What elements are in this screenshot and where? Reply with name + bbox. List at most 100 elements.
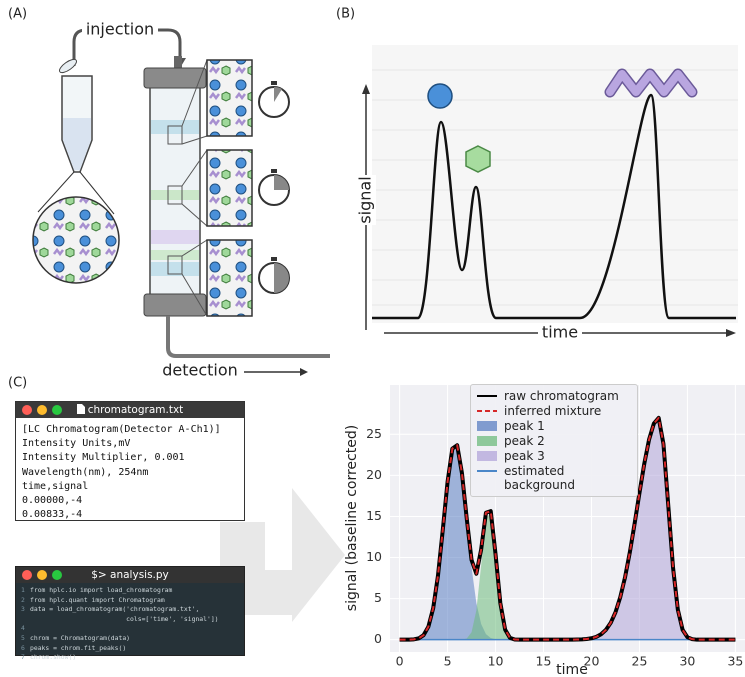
zoom-box <box>207 240 252 316</box>
legend-entry: raw chromatogram <box>476 389 632 403</box>
band-purple <box>151 230 199 244</box>
text-window: chromatogram.txt [LC Chromatogram(Detect… <box>15 401 245 521</box>
stopwatch <box>259 257 289 293</box>
x-tick-label: 15 <box>536 654 552 669</box>
file-icon <box>77 404 85 414</box>
window-button <box>37 570 47 580</box>
x-axis-label: time <box>542 323 578 342</box>
code-text: from hplc.io import load_chromatogram <box>30 586 172 594</box>
y-tick-label: 25 <box>366 426 382 441</box>
line-number: 6 <box>21 644 30 654</box>
code-line: cols=['time', 'signal']) <box>21 615 239 625</box>
window-title-bar: $> analysis.py <box>16 567 244 583</box>
y-tick-label: 20 <box>366 467 382 482</box>
x-tick-label: 5 <box>444 654 452 669</box>
x-tick-label: 35 <box>727 654 743 669</box>
band-blue <box>151 120 199 134</box>
x-tick-label: 20 <box>584 654 600 669</box>
legend-label: peak 2 <box>504 434 545 448</box>
arrow-head <box>362 84 370 94</box>
stopwatch-button <box>271 257 277 261</box>
y-tick-label: 15 <box>366 508 382 523</box>
zoom-box <box>207 150 252 226</box>
window-button <box>52 570 62 580</box>
window-button <box>37 405 47 415</box>
legend-swatch <box>476 389 498 403</box>
legend-label: inferred mixture <box>504 404 601 418</box>
y-axis-label: signal (baseline corrected) <box>344 425 360 611</box>
legend-label: estimated background <box>504 464 632 492</box>
window-button <box>22 405 32 415</box>
injection-label: injection <box>86 20 154 39</box>
window-button <box>52 405 62 415</box>
legend-swatch <box>476 404 498 418</box>
code-text: chrom.show() <box>30 653 76 661</box>
stopwatch <box>259 81 289 117</box>
stopwatch-fill <box>274 263 289 293</box>
arrow-head <box>300 368 308 376</box>
zoom-box <box>207 60 252 136</box>
figure: (A) (B) (C) injection detection <box>0 0 745 677</box>
legend-entry: inferred mixture <box>476 404 632 418</box>
legend-entry: peak 2 <box>476 434 632 448</box>
stopwatch-fill <box>274 175 289 190</box>
legend-swatch <box>476 449 498 463</box>
x-tick-label: 0 <box>396 654 404 669</box>
legend-swatch-fill <box>477 436 497 446</box>
band-green <box>151 190 199 200</box>
code-text: peaks = chrom.fit_peaks() <box>30 644 126 652</box>
y-tick-label: 0 <box>374 631 382 646</box>
file-icon-shape <box>77 404 85 414</box>
file-line: Intensity Units,mV <box>22 437 238 451</box>
stopwatch-button <box>271 169 277 173</box>
line-number: 7 <box>21 653 30 663</box>
detection-label: detection <box>162 361 238 380</box>
legend-swatch <box>476 434 498 448</box>
window-button <box>22 570 32 580</box>
sample-liquid <box>63 118 91 170</box>
legend-label: peak 3 <box>504 449 545 463</box>
file-line: time,signal <box>22 480 238 494</box>
stopwatch-button <box>271 81 277 85</box>
y-tick-label: 10 <box>366 549 382 564</box>
code-line: 4 <box>21 624 239 634</box>
outlet-tube <box>168 316 330 356</box>
line-number: 4 <box>21 624 30 634</box>
sample-zoom <box>33 197 119 283</box>
file-content: [LC Chromatogram(Detector A-Ch1)]Intensi… <box>16 418 244 527</box>
window-title: chromatogram.txt <box>88 404 184 416</box>
legend-swatch-fill <box>477 421 497 431</box>
panel-label: (A) <box>8 7 27 22</box>
legend-swatch <box>476 419 498 433</box>
legend-label: peak 1 <box>504 419 545 433</box>
file-line: 0.00833,-4 <box>22 508 238 522</box>
y-tick-label: 5 <box>374 590 382 605</box>
code-text: chrom = Chromatogram(data) <box>30 634 130 642</box>
arrow-head <box>726 329 736 337</box>
stopwatch <box>259 169 289 205</box>
legend-entry: peak 3 <box>476 449 632 463</box>
file-line: 0.00000,-4 <box>22 494 238 508</box>
file-line: Intensity Multiplier, 0.001 <box>22 451 238 465</box>
window-title-bar: chromatogram.txt <box>16 402 244 418</box>
file-line: [LC Chromatogram(Detector A-Ch1)] <box>22 423 238 437</box>
legend-entry: peak 1 <box>476 419 632 433</box>
band-green <box>151 250 199 260</box>
code-text: data = load_chromatogram('chromatogram.t… <box>30 605 199 613</box>
x-tick-label: 25 <box>632 654 648 669</box>
x-tick-label: 30 <box>679 654 695 669</box>
x-tick-label: 10 <box>488 654 504 669</box>
column-cap <box>144 294 206 316</box>
code-text: from hplc.quant import Chromatogram <box>30 596 165 604</box>
panel-label: (C) <box>8 376 27 391</box>
window-title: $> analysis.py <box>91 569 169 581</box>
line-number: 3 <box>21 605 30 615</box>
legend-swatch-fill <box>477 451 497 461</box>
file-line: Wavelength(nm), 254nm <box>22 466 238 480</box>
